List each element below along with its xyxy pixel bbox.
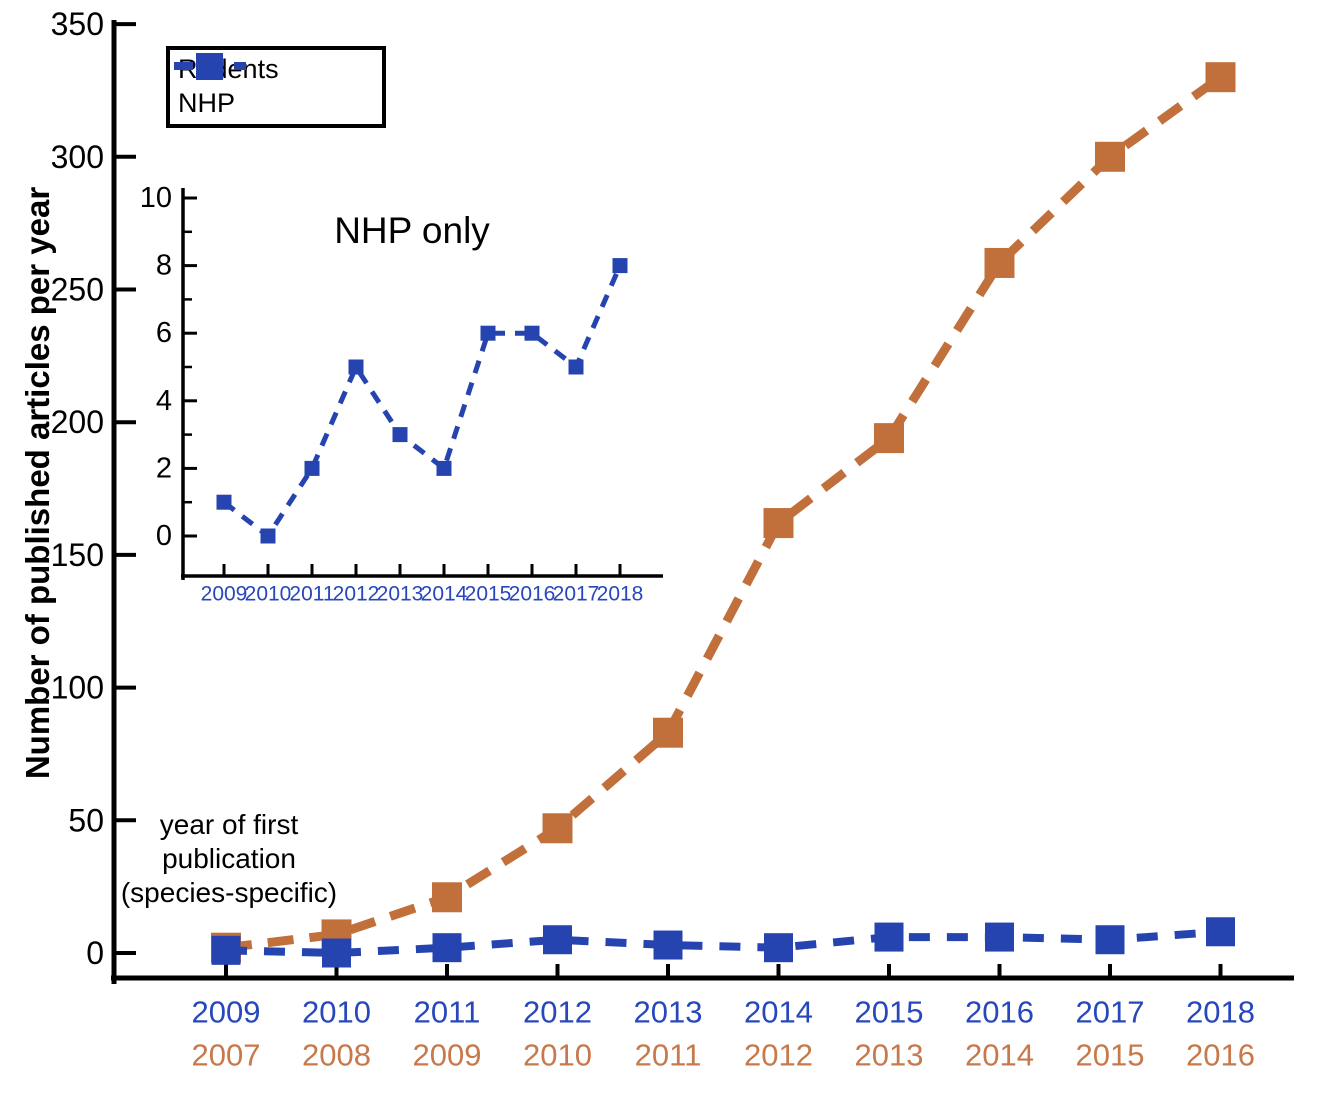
x-year-label-rodents-2012: 2012 [744,1038,813,1073]
main-y-tick-label-150: 150 [51,537,104,573]
inset-x-year-label-2011: 2011 [289,583,334,606]
inset-y-tick-label-2: 2 [156,452,172,484]
x-year-label-nhp-2011: 2011 [414,995,481,1030]
inset-nhp-series-line [222,264,623,540]
inset-y-tick-label-10: 10 [140,182,172,214]
inset-nhp-marker-2016 [524,325,540,341]
legend-label-rodents: Rodents [178,53,279,84]
x-year-label-rodents-2015: 2015 [1076,1038,1145,1073]
x-year-label-nhp-2009: 2009 [192,995,261,1030]
nhp-marker-2018 [1206,917,1235,947]
x-year-label-nhp-2013: 2013 [634,995,703,1030]
nhp-marker-2009 [211,935,241,965]
inset-x-year-label-2014: 2014 [421,583,468,606]
x-year-label-rodents-2011: 2011 [635,1038,702,1073]
nhp-marker-2012 [543,925,572,955]
legend: Rodents NHP [166,46,386,128]
nhp-marker-2016 [985,922,1014,952]
inset-x-year-label-2009: 2009 [201,583,248,606]
nhp-marker-2011 [432,933,462,963]
nhp-legend-marker [196,53,223,80]
rodents-marker-2011 [432,882,462,913]
rodents-marker-2015 [874,423,904,454]
main-y-tick-label-300: 300 [51,139,104,175]
inset-x-year-label-2018: 2018 [597,583,644,606]
inset-y-tick-label-6: 6 [156,317,172,349]
main-y-tick-label-200: 200 [51,404,104,440]
nhp-marker-2014 [764,933,793,963]
x-year-label-rodents-2009: 2009 [413,1038,482,1073]
x-year-label-nhp-2014: 2014 [744,995,813,1030]
x-year-label-nhp-2017: 2017 [1076,995,1145,1030]
main-y-tick-label-250: 250 [51,272,104,308]
nhp-marker-2013 [653,930,683,960]
annotation-line-2: publication [162,843,296,874]
inset-y-tick-label-4: 4 [156,385,172,417]
rodents-marker-2016 [984,247,1015,278]
inset-nhp-marker-2009 [216,494,232,510]
annotation-line-1: year of first [159,809,299,840]
nhp-marker-2010 [322,938,351,968]
x-year-label-rodents-2010: 2010 [523,1038,592,1073]
inset-y-tick-label-0: 0 [156,520,172,552]
inset-title: NHP only [334,210,490,251]
main-y-tick-label-0: 0 [86,935,104,971]
inset-x-year-label-2010: 2010 [245,583,292,606]
rodents-marker-2014 [763,508,794,539]
x-year-label-nhp-2018: 2018 [1186,995,1255,1030]
x-year-label-nhp-2015: 2015 [855,995,924,1030]
annotation-line-3: (species-specific) [120,877,338,908]
x-year-label-rodents-2008: 2008 [302,1038,371,1073]
x-year-label-rodents-2007: 2007 [192,1038,261,1073]
rodents-marker-2018 [1205,62,1236,93]
inset-x-year-label-2012: 2012 [333,583,380,606]
rodents-marker-2017 [1095,141,1125,172]
legend-entry-nhp: NHP [174,53,382,120]
main-y-tick-label-350: 350 [51,6,104,42]
x-year-label-nhp-2012: 2012 [523,995,592,1030]
y-axis-title: Number of published articles per year [19,186,56,780]
x-year-label-rodents-2016: 2016 [1186,1038,1255,1073]
inset-nhp-marker-2018 [612,258,628,274]
nhp-legend-sample [174,53,246,80]
inset-x-year-label-2017: 2017 [553,583,600,606]
legend-label-nhp: NHP [178,87,236,118]
nhp-marker-2017 [1095,925,1125,955]
inset-nhp-marker-2013 [392,427,408,443]
main-y-tick-label-100: 100 [51,670,104,706]
inset-x-year-label-2015: 2015 [465,583,512,606]
inset-nhp-marker-2010 [260,528,276,544]
inset-y-tick-label-8: 8 [156,250,172,282]
inset-x-year-label-2013: 2013 [377,583,424,606]
inset-nhp-marker-2012 [348,359,364,375]
nhp-series-line [225,927,1221,958]
inset-x-year-label-2016: 2016 [509,583,556,606]
x-year-label-nhp-2010: 2010 [302,995,371,1030]
main-y-tick-label-50: 50 [68,802,104,838]
x-year-label-nhp-2016: 2016 [965,995,1034,1030]
rodents-marker-2013 [653,717,683,748]
nhp-marker-2015 [874,922,904,952]
inset-nhp-marker-2011 [304,460,320,476]
inset-nhp-marker-2014 [436,460,452,476]
rodents-series-line [225,73,1224,953]
annotation-year-of-first-publication: year of first publication (species-speci… [118,808,340,910]
inset-nhp-marker-2015 [480,325,496,341]
x-year-label-rodents-2014: 2014 [965,1038,1034,1073]
x-year-label-rodents-2013: 2013 [855,1038,924,1073]
inset-nhp-marker-2017 [568,359,584,375]
rodents-marker-2012 [542,813,573,844]
